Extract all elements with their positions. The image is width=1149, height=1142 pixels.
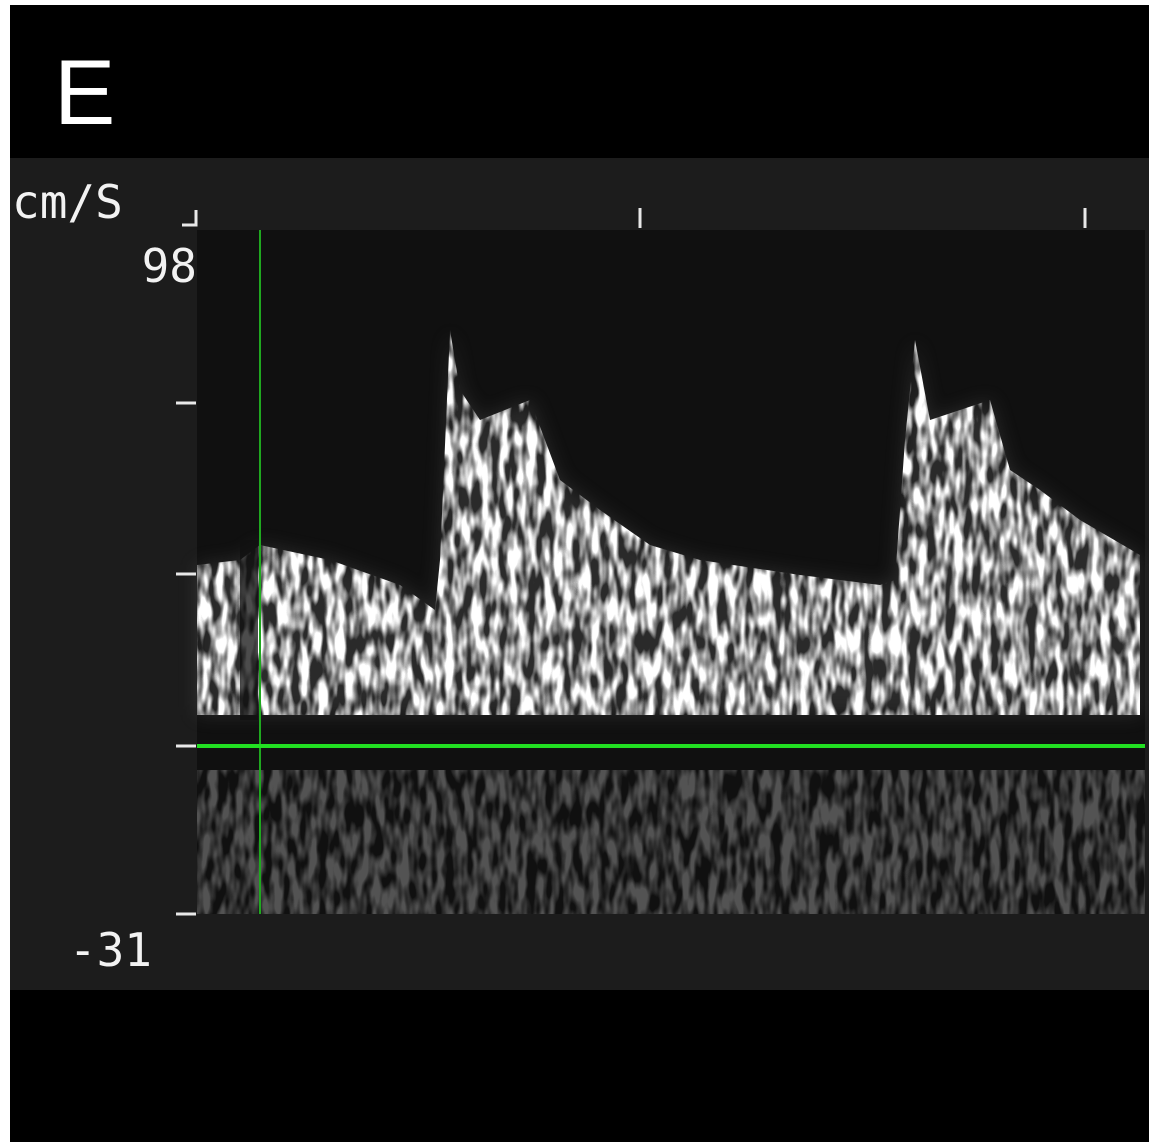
panel-label: E xyxy=(54,42,115,144)
axis-top-label: 98 xyxy=(142,239,197,293)
reverse-noise xyxy=(197,770,1145,914)
doppler-screenshot: E cm/S 98 -31 xyxy=(0,0,1149,1142)
page: E cm/S 98 -31 (() => { const data = JSON… xyxy=(0,0,1149,1142)
gap xyxy=(240,540,258,720)
axis-bottom-label: -31 xyxy=(69,923,152,977)
axis-unit: cm/S xyxy=(12,175,123,229)
